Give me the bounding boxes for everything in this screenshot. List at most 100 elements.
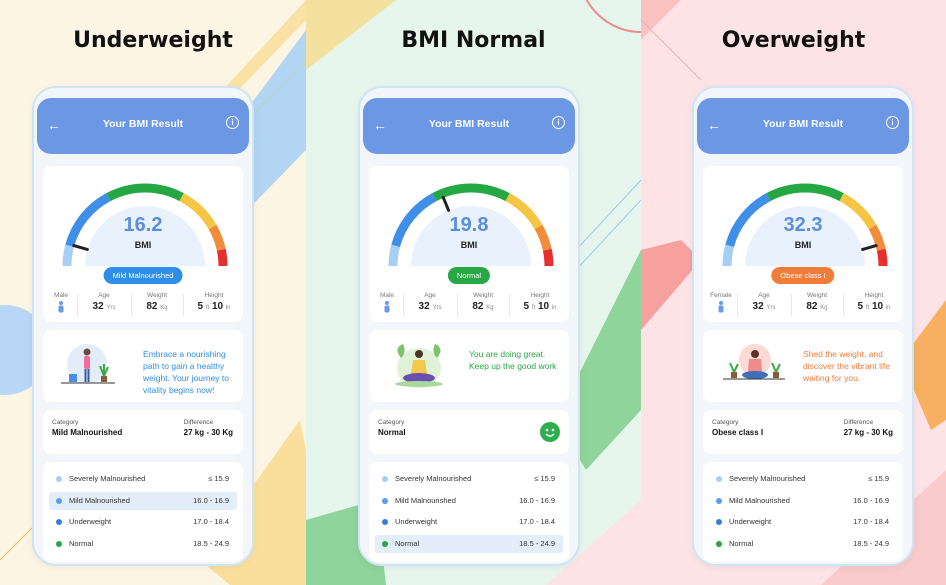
motivation-message: Embrace a nourishing path to gain a heal… xyxy=(143,349,230,395)
illustration-icon xyxy=(395,344,443,388)
category-range: 16.0 - 16.9 xyxy=(519,495,555,505)
person-body xyxy=(748,359,762,372)
gender-stat: Male xyxy=(49,292,73,318)
info-icon[interactable]: i xyxy=(886,116,899,129)
category-label: Category xyxy=(378,419,405,426)
category-name: Normal xyxy=(729,538,754,548)
leaves xyxy=(397,344,441,358)
gauge-segment xyxy=(534,224,552,251)
age-label: Age xyxy=(424,292,436,299)
age-stat: Age 32 Yrs xyxy=(407,292,453,318)
height-label: Height xyxy=(204,292,224,299)
gender-label: Female xyxy=(710,292,732,299)
motivation-card: Shed the weight, and discover the vibran… xyxy=(703,330,903,402)
height-stat: Height 5 ft 10 in xyxy=(845,292,903,318)
user-stats: Male Age 32 Yrs Weight 82 Kg Heigh xyxy=(369,292,569,318)
category-range: ≤ 15.9 xyxy=(868,474,889,483)
divider xyxy=(183,294,184,316)
category-dot-icon xyxy=(716,540,722,547)
category-row[interactable]: Mild Malnourished 16.0 - 16.9 xyxy=(709,492,897,510)
category-row[interactable]: Severely Malnourished ≤ 15.9 xyxy=(49,470,237,488)
category-row[interactable]: Underweight 17.0 - 18.4 xyxy=(49,513,237,531)
category-label: Category xyxy=(712,419,739,426)
info-icon[interactable]: i xyxy=(552,116,565,129)
arrow-left-icon[interactable]: ← xyxy=(47,117,61,133)
person-leg xyxy=(87,369,90,382)
category-dot-icon xyxy=(716,476,722,482)
category-name: Normal xyxy=(69,538,94,548)
bmi-value: 32.3 xyxy=(783,214,823,236)
age-unit: Yrs xyxy=(432,305,442,311)
motivation-card: Embrace a nourishing path to gain a heal… xyxy=(43,330,243,402)
category-row[interactable]: Underweight 17.0 - 18.4 xyxy=(375,513,563,531)
person-head xyxy=(415,350,423,358)
category-dot-icon xyxy=(382,476,388,482)
mat xyxy=(395,381,443,387)
person-head xyxy=(751,350,759,358)
category-card: Category Normal xyxy=(369,410,569,454)
category-row[interactable]: Severely Malnourished ≤ 15.9 xyxy=(709,470,897,488)
gauge-inner xyxy=(411,206,531,266)
motivation-message: Shed the weight, and discover the vibran… xyxy=(803,349,890,383)
divider xyxy=(131,294,132,316)
weight-value: 82 xyxy=(472,301,484,312)
person-icon xyxy=(375,301,399,316)
illustration-icon xyxy=(723,344,785,380)
category-range: ≤ 15.9 xyxy=(534,474,555,483)
panel-underweight: Underweight ← Your BMI Result i 16.2 BMI… xyxy=(0,0,306,585)
gauge-segment xyxy=(505,193,543,230)
category-row[interactable]: Severely Malnourished ≤ 15.9 xyxy=(375,470,563,488)
divider xyxy=(77,294,78,316)
category-range: 17.0 - 18.4 xyxy=(519,517,555,526)
category-card: Category Obese class I Difference 27 kg … xyxy=(703,410,903,454)
category-dot-icon xyxy=(56,519,62,525)
person-body xyxy=(84,356,90,369)
category-range: 16.0 - 16.9 xyxy=(853,495,889,505)
gender-label: Male xyxy=(379,292,395,299)
user-stats: Male Age 32 Yrs Weight 82 Kg Heigh xyxy=(43,292,243,318)
age-value: 32 xyxy=(418,301,430,312)
info-icon[interactable]: i xyxy=(226,116,239,129)
category-range: 18.5 - 24.9 xyxy=(853,538,889,548)
panel-title: Overweight xyxy=(721,28,866,53)
category-dot-icon xyxy=(56,540,62,547)
category-row[interactable]: Normal 18.5 - 24.9 xyxy=(709,535,897,553)
bmi-category-list: Severely Malnourished ≤ 15.9 Mild Malnouri… xyxy=(43,462,243,562)
plant-leaves xyxy=(729,362,739,373)
arrow-left-icon[interactable]: ← xyxy=(707,117,721,133)
age-stat: Age 32 Yrs xyxy=(741,292,787,318)
category-row[interactable]: Mild Malnourished 16.0 - 16.9 xyxy=(49,491,237,510)
gauge-segment xyxy=(868,224,886,251)
category-row[interactable]: Mild Malnourished 16.0 - 16.9 xyxy=(375,492,563,510)
chair xyxy=(69,374,77,382)
divider xyxy=(791,294,792,316)
category-label: Category xyxy=(52,419,79,426)
bmi-label: BMI xyxy=(794,240,812,250)
bmi-gauge xyxy=(62,183,228,267)
gender-label: Male xyxy=(53,292,69,299)
plant-pot xyxy=(731,372,737,378)
divider xyxy=(737,294,738,316)
category-row[interactable]: Normal 18.5 - 24.9 xyxy=(375,534,563,553)
category-name: Underweight xyxy=(729,517,772,526)
phone-screen: ← Your BMI Result i 32.3 BMI Obese class… xyxy=(692,86,914,566)
category-row[interactable]: Normal 18.5 - 24.9 xyxy=(49,535,237,553)
category-row[interactable]: Underweight 17.0 - 18.4 xyxy=(709,513,897,531)
bmi-category-badge: Normal xyxy=(447,267,491,284)
age-unit: Yrs xyxy=(106,305,116,311)
bmi-gauge xyxy=(722,183,888,267)
category-dot-icon xyxy=(382,540,388,547)
panel-normal: BMI Normal ← Your BMI Result i 19.8 BMI … xyxy=(306,0,641,585)
gauge-segment xyxy=(725,193,771,248)
category-value: Obese class I xyxy=(712,428,764,437)
category-name: Severely Malnourished xyxy=(69,474,146,483)
illustration-icon xyxy=(61,344,115,384)
arrow-left-icon[interactable]: ← xyxy=(373,117,387,133)
plant-leaves xyxy=(771,362,781,373)
height-feet: 5 xyxy=(857,301,864,312)
bmi-label: BMI xyxy=(134,240,152,250)
category-dot-icon xyxy=(716,519,722,525)
category-name: Normal xyxy=(395,538,420,548)
category-name: Mild Malnourished xyxy=(729,495,790,505)
category-name: Severely Malnourished xyxy=(729,474,806,483)
